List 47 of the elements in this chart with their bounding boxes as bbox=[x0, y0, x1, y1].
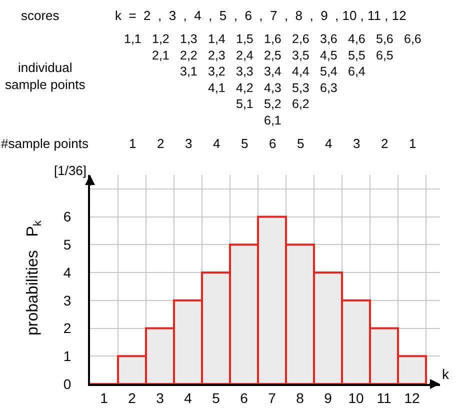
text: 5 bbox=[297, 136, 304, 151]
text: 1,1 bbox=[124, 32, 142, 46]
text: 2 bbox=[381, 136, 388, 151]
text: 3 bbox=[353, 136, 360, 151]
text: 1,6 2,5 3,4 4,3 5,2 6,1 bbox=[264, 32, 282, 128]
y-tick-label: 1 bbox=[63, 348, 72, 364]
x-tick-label: 11 bbox=[376, 390, 392, 406]
x-tick-label: 5 bbox=[212, 390, 220, 406]
text: individual sample points bbox=[5, 60, 86, 92]
x-tick-label: 2 bbox=[128, 390, 136, 406]
x-tick-label: 3 bbox=[156, 390, 164, 406]
y-tick-label: 6 bbox=[63, 208, 72, 225]
text: 3 bbox=[185, 136, 192, 151]
text: [1/36] bbox=[54, 163, 87, 178]
x-tick-label: 1 bbox=[100, 390, 108, 406]
text: 6,6 bbox=[404, 32, 422, 46]
y-tick-label: 3 bbox=[63, 292, 72, 308]
x-tick-label: 6 bbox=[240, 390, 248, 406]
text: 4 bbox=[213, 136, 220, 151]
x-tick-label: 7 bbox=[268, 390, 276, 406]
text: 2 bbox=[157, 136, 164, 151]
x-tick-label: 12 bbox=[404, 390, 420, 406]
x-tick-label: 9 bbox=[324, 390, 332, 406]
text: #sample points bbox=[1, 136, 89, 151]
x-axis-title: k bbox=[442, 366, 450, 382]
text: 4,6 5,5 6,4 bbox=[348, 32, 366, 78]
text: k = 2 , 3 , 4 , 5 , 6 , 7 , 8 , 9 , 10 , 11 , 12 bbox=[115, 8, 406, 23]
text: 1 bbox=[409, 136, 416, 151]
y-tick-label: 2 bbox=[63, 320, 72, 336]
x-tick-label: 4 bbox=[184, 390, 192, 406]
y-tick-label: 5 bbox=[63, 236, 72, 253]
x-tick-label: 8 bbox=[296, 390, 304, 406]
y-tick-label: 4 bbox=[63, 264, 72, 280]
text: 1,5 2,4 3,3 4,2 5,1 bbox=[236, 32, 254, 111]
text: 1,2 2,1 bbox=[152, 32, 170, 62]
text: 6 bbox=[269, 136, 276, 151]
text: scores bbox=[21, 8, 60, 23]
text: 3,6 4,5 5,4 6,3 bbox=[320, 32, 338, 95]
text: 5,6 6,5 bbox=[376, 32, 394, 62]
text: 5 bbox=[241, 136, 248, 151]
y-tick-label: 0 bbox=[63, 376, 72, 392]
text: 1,4 2,3 3,2 4,1 bbox=[208, 32, 226, 95]
text: 2,6 3,5 4,4 5,3 6,2 bbox=[292, 32, 310, 111]
text: 4 bbox=[325, 136, 332, 151]
x-tick-label: 10 bbox=[348, 390, 364, 406]
text: 1 bbox=[129, 136, 136, 151]
text: 1,3 2,2 3,1 bbox=[180, 32, 198, 78]
